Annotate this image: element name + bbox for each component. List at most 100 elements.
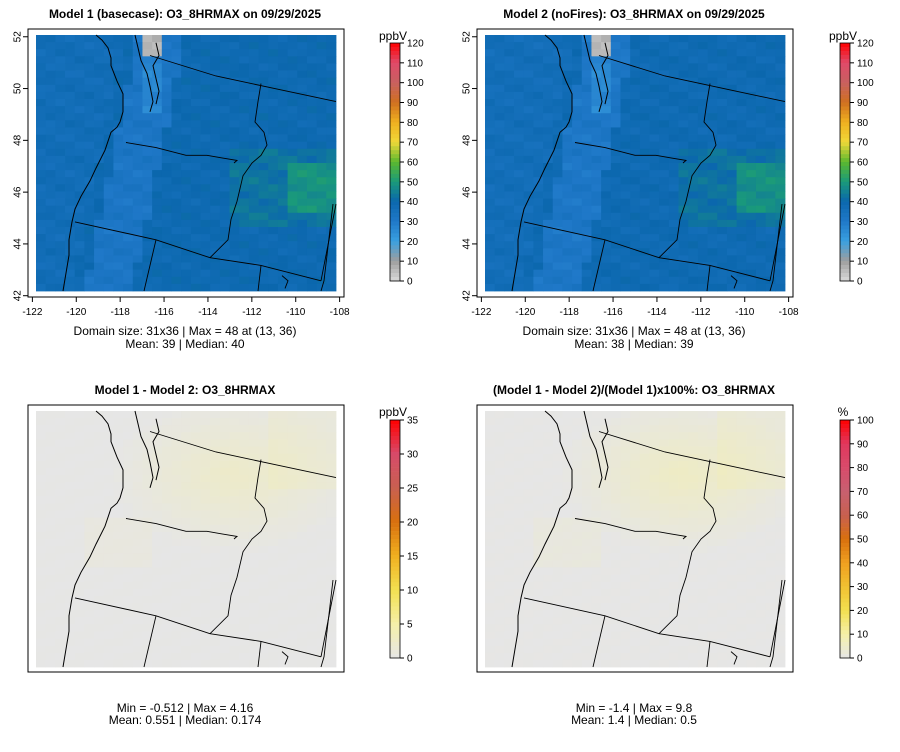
heatmap-cell: [248, 659, 259, 668]
heatmap-cell: [123, 227, 134, 235]
heatmap-cell: [171, 475, 182, 483]
heatmap-cell: [132, 617, 143, 625]
heatmap-cell: [775, 574, 786, 583]
heatmap-cell: [74, 198, 85, 207]
colorbar-tick-label: 80: [407, 118, 419, 129]
heatmap-cell: [268, 624, 279, 632]
heatmap-cell: [181, 106, 192, 114]
heatmap-cell: [649, 595, 660, 604]
heatmap-cell: [514, 482, 525, 490]
heatmap-cell: [552, 170, 563, 178]
heatmap-cell: [697, 418, 708, 426]
heatmap-cell: [74, 241, 85, 249]
heatmap-cell: [84, 63, 95, 71]
heatmap-cell: [649, 560, 660, 568]
heatmap-cell: [123, 106, 134, 114]
heatmap-cell: [94, 191, 105, 199]
heatmap-cell: [697, 638, 708, 647]
heatmap-cell: [200, 467, 211, 476]
colorbar-segment: [840, 94, 850, 99]
heatmap-cell: [36, 603, 47, 611]
heatmap-cell: [239, 177, 250, 185]
heatmap-cell: [736, 42, 747, 50]
heatmap-cell: [668, 234, 679, 242]
heatmap-cell: [552, 35, 563, 43]
heatmap-cell: [601, 148, 612, 157]
heatmap-cell: [84, 659, 95, 668]
heatmap-cell: [736, 489, 747, 497]
heatmap-cell: [726, 453, 738, 462]
heatmap-cell: [485, 659, 496, 668]
heatmap-cell: [306, 234, 318, 242]
heatmap-cell: [533, 517, 544, 526]
heatmap-cell: [36, 645, 47, 654]
colorbar-segment: [840, 630, 850, 635]
heatmap-cell: [668, 127, 679, 135]
heatmap-cell: [765, 198, 776, 207]
heatmap-cell: [649, 262, 660, 271]
heatmap-cell: [630, 255, 641, 263]
heatmap-cell: [268, 610, 279, 618]
heatmap-cell: [668, 460, 679, 469]
heatmap-cell: [717, 205, 728, 214]
heatmap-cell: [668, 63, 679, 71]
heatmap-cell: [601, 503, 612, 511]
heatmap-cell: [142, 567, 153, 575]
heatmap-cell: [697, 510, 708, 519]
heatmap-cell: [726, 35, 738, 43]
heatmap-cell: [181, 212, 192, 221]
heatmap-cell: [94, 70, 105, 79]
heatmap-cell: [620, 134, 631, 143]
heatmap-cell: [494, 234, 505, 242]
heatmap-cell: [123, 212, 134, 221]
heatmap-cell: [65, 269, 76, 278]
heatmap-cell: [514, 177, 525, 185]
heatmap-cell: [610, 163, 621, 171]
heatmap-cell: [591, 460, 602, 469]
heatmap-cell: [74, 659, 85, 668]
heatmap-cell: [103, 539, 114, 547]
heatmap-cell: [562, 212, 573, 221]
heatmap-cell: [649, 56, 660, 64]
heatmap-cell: [649, 77, 660, 86]
heatmap-cell: [181, 255, 192, 263]
heatmap-cell: [45, 645, 56, 654]
heatmap-cell: [268, 574, 279, 583]
heatmap-cell: [552, 127, 563, 135]
heatmap-cell: [523, 524, 534, 533]
heatmap-cell: [630, 425, 641, 433]
heatmap-cell: [161, 70, 172, 79]
heatmap-cell: [620, 560, 631, 568]
heatmap-cell: [132, 638, 143, 647]
heatmap-cell: [775, 269, 786, 278]
heatmap-cell: [84, 127, 95, 135]
heatmap-cell: [210, 99, 221, 107]
heatmap-cell: [132, 163, 143, 171]
heatmap-cell: [84, 652, 95, 661]
heatmap-cell: [113, 638, 124, 647]
chart-title: Model 2 (noFires): O3_8HRMAX on 09/29/20…: [503, 7, 765, 21]
heatmap-cell: [306, 411, 318, 419]
heatmap-cell: [45, 418, 56, 426]
heatmap-cell: [316, 475, 327, 483]
heatmap-cell: [181, 638, 192, 647]
heatmap-cell: [287, 588, 298, 597]
heatmap-cell: [103, 496, 114, 504]
heatmap-cell: [152, 70, 163, 79]
heatmap-cell: [113, 276, 124, 285]
heatmap-cell: [248, 283, 259, 292]
colorbar-segment: [390, 185, 400, 191]
heatmap-cell: [306, 120, 318, 128]
heatmap-cell: [697, 184, 708, 192]
colorbar-segment: [390, 463, 400, 468]
heatmap-cell: [678, 411, 689, 419]
heatmap-cell: [258, 659, 269, 668]
heatmap-cell: [639, 553, 650, 561]
heatmap-cell: [775, 56, 786, 64]
heatmap-cell: [268, 524, 279, 533]
heatmap-cell: [746, 127, 757, 135]
heatmap-cell: [94, 177, 105, 185]
heatmap-cell: [572, 439, 583, 447]
heatmap-cell: [84, 411, 95, 419]
heatmap-cell: [152, 120, 163, 128]
